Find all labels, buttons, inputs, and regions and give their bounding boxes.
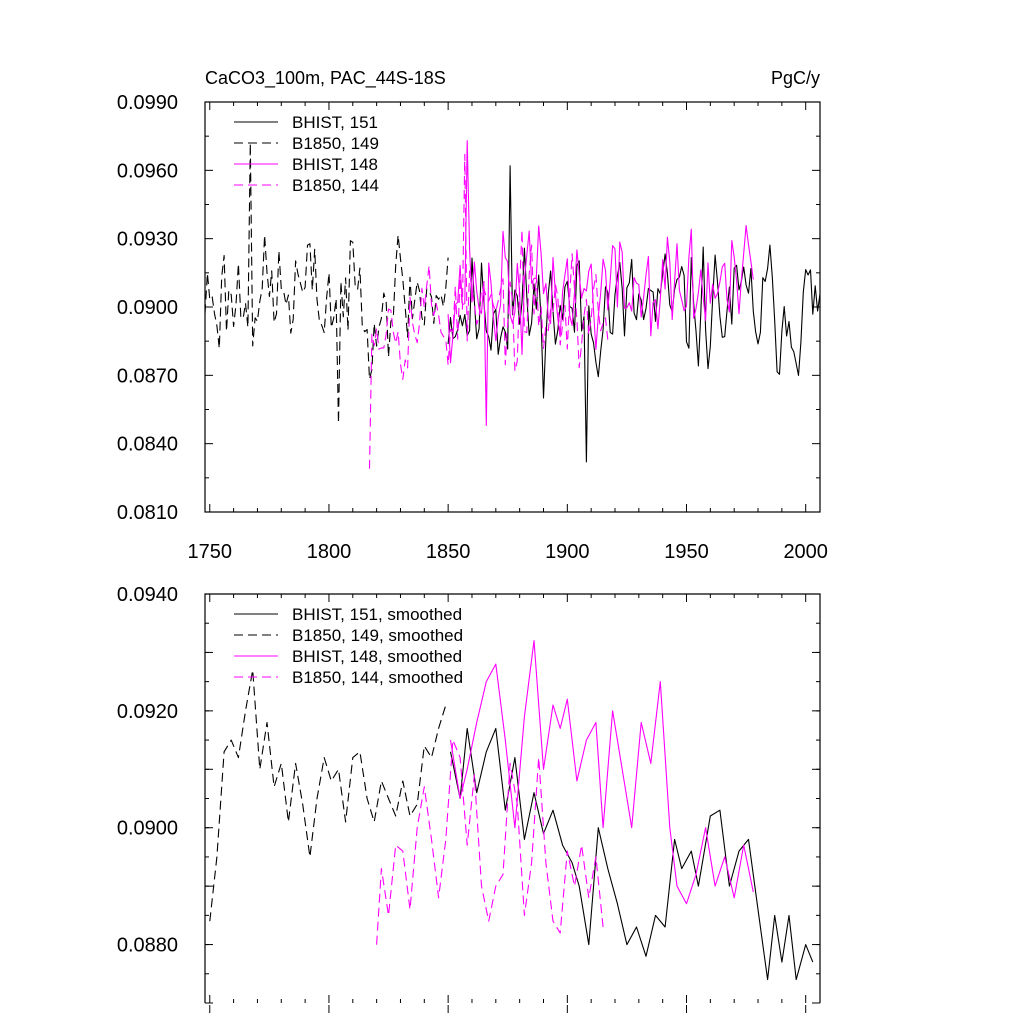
top-series-line-4: [368, 153, 609, 469]
top-legend-label-4: B1850, 144: [292, 176, 379, 195]
bottom-legend-label-2: B1850, 149, smoothed: [292, 626, 463, 645]
top-y-tick-label: 0.0900: [117, 297, 178, 319]
top-y-tick-label: 0.0990: [117, 92, 178, 114]
bottom-y-tick-label: 0.0900: [117, 818, 178, 840]
top-panel-units: PgC/y: [771, 68, 820, 88]
top-y-tick-label: 0.0960: [117, 160, 178, 182]
bottom-series-line-4: [376, 739, 604, 945]
top-series-line-1: [447, 165, 820, 463]
top-x-tick-label: 1750: [188, 541, 233, 563]
top-series-line-3: [447, 140, 754, 426]
top-x-tick-label: 1950: [664, 541, 709, 563]
bottom-panel: 0.0880 0.0900 0.0920 0.0940 BHIST, 151, smo…: [117, 584, 821, 1013]
top-x-tick-label: 1800: [307, 541, 352, 563]
top-plot-area: [205, 140, 820, 469]
top-x-tick-label: 2000: [783, 541, 828, 563]
bottom-series-line-3: [449, 640, 754, 905]
top-legend-label-3: BHIST, 148: [292, 155, 378, 174]
top-plot-frame: [204, 101, 821, 513]
top-x-tick-label: 1900: [545, 541, 590, 563]
top-legend-label-2: B1850, 149: [292, 134, 379, 153]
top-series-line-2: [205, 142, 449, 424]
top-y-tick-label: 0.0840: [117, 434, 178, 456]
bottom-legend: BHIST, 151, smoothed B1850, 149, smoothed…: [234, 605, 463, 687]
top-panel-title: CaCO3_100m, PAC_44S-18S: [205, 68, 446, 89]
bottom-plot-frame: [204, 593, 821, 1003]
top-axis-ticks: 1750 1800 1850 1900 1950 2000 0.0810 0.0840 0.08…: [117, 92, 828, 563]
bottom-series-line-2: [209, 669, 447, 922]
bottom-plot-area: [209, 640, 814, 981]
top-legend-label-1: BHIST, 151: [292, 113, 378, 132]
bottom-legend-label-1: BHIST, 151, smoothed: [292, 605, 462, 624]
top-y-tick-label: 0.0870: [117, 365, 178, 387]
bottom-y-tick-label: 0.0940: [117, 584, 178, 606]
top-y-tick-label: 0.0930: [117, 229, 178, 251]
top-y-tick-label: 0.0810: [117, 502, 178, 524]
bottom-axis-ticks: 0.0880 0.0900 0.0920 0.0940: [117, 584, 820, 1013]
bottom-legend-label-3: BHIST, 148, smoothed: [292, 647, 462, 666]
bottom-y-tick-label: 0.0880: [117, 935, 178, 957]
top-panel: CaCO3_100m, PAC_44S-18S PgC/y 1750 1800 18…: [117, 68, 828, 563]
top-legend: BHIST, 151 B1850, 149 BHIST, 148 B1850, 144: [234, 113, 379, 195]
top-x-tick-label: 1850: [426, 541, 471, 563]
bottom-legend-label-4: B1850, 144, smoothed: [292, 668, 463, 687]
bottom-y-tick-label: 0.0920: [117, 701, 178, 723]
